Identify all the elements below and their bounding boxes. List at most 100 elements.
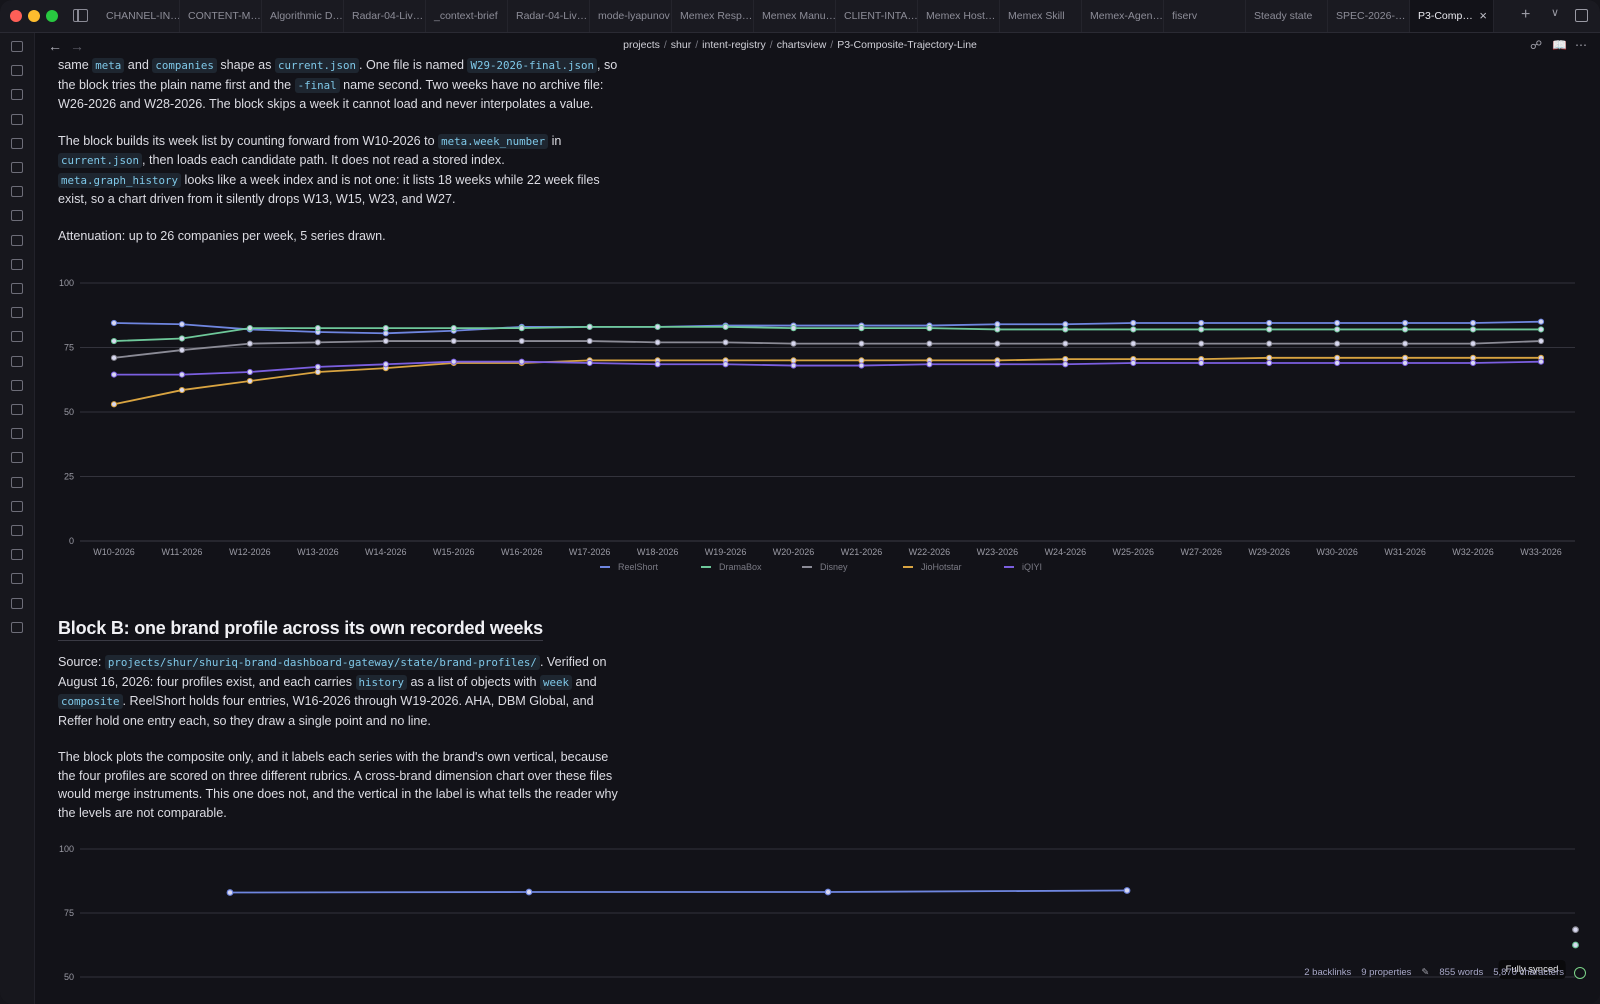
legend-label: DramaBox [719, 562, 762, 572]
tab-12[interactable]: Memex-Agen… [1082, 0, 1164, 32]
tools-icon[interactable] [11, 234, 23, 246]
breadcrumb-item[interactable]: shur [670, 39, 692, 51]
graph-icon[interactable] [11, 307, 23, 319]
list-icon[interactable] [11, 210, 23, 222]
close-window-button[interactable] [10, 10, 22, 22]
data-point [1062, 361, 1069, 368]
files-icon[interactable] [11, 65, 23, 77]
data-point [1266, 326, 1273, 333]
tab-15[interactable]: SPEC-2026-… [1328, 0, 1410, 32]
layout-icon[interactable] [11, 428, 23, 440]
inline-code: meta.graph_history [58, 172, 182, 188]
plugin-icon[interactable] [11, 331, 23, 343]
tab-4[interactable]: _context-brief [426, 0, 508, 32]
data-point [654, 339, 661, 346]
tab-13[interactable]: fiserv [1164, 0, 1246, 32]
tab-8[interactable]: Memex Manu… [754, 0, 836, 32]
image-icon[interactable] [11, 404, 23, 415]
x-tick-label: W23-2026 [977, 547, 1019, 557]
data-point [858, 362, 865, 369]
breadcrumb-item[interactable]: intent-registry [702, 39, 766, 51]
console-icon[interactable] [11, 258, 23, 270]
x-tick-label: W21-2026 [841, 547, 883, 557]
tab-6[interactable]: mode-lyapunov [590, 0, 672, 32]
data-point [110, 354, 118, 361]
reading-view-icon[interactable]: 📖 [1552, 38, 1567, 52]
timer-icon[interactable] [11, 573, 23, 585]
data-point [1062, 326, 1069, 333]
calendar2-icon[interactable] [11, 476, 23, 488]
data-point [450, 325, 457, 332]
y-tick-label: 100 [59, 844, 74, 854]
edit-pencil-icon[interactable]: ✎ [1421, 966, 1430, 978]
close-tab-icon[interactable]: × [1479, 8, 1487, 23]
new-tab-icon[interactable]: + [1521, 6, 1531, 23]
breadcrumb: projects / shur / intent-registry / chartsview… [623, 39, 977, 51]
x-tick-label: W22-2026 [909, 547, 951, 557]
history-icon[interactable] [11, 283, 23, 294]
bullets-icon[interactable] [11, 525, 23, 536]
mic-icon[interactable] [11, 355, 23, 367]
search-icon[interactable] [11, 41, 23, 52]
stats-icon[interactable] [11, 597, 23, 609]
tab-2[interactable]: Algorithmic D… [262, 0, 344, 32]
send-icon[interactable] [11, 379, 23, 391]
breadcrumb-current: P3-Composite-Trajectory-Line [837, 39, 977, 51]
tab-strip: CHANNEL-IN… CONTENT-M… Algorithmic D… Radar… [98, 0, 1494, 32]
backlinks-count[interactable]: 2 backlinks [1304, 966, 1352, 978]
breadcrumb-item[interactable]: projects [623, 39, 660, 51]
calendar-icon[interactable] [11, 137, 23, 149]
x-tick-label: W31-2026 [1384, 547, 1426, 557]
sync-status-icon[interactable] [1574, 967, 1586, 979]
layers-icon[interactable] [11, 452, 23, 464]
tab-label: SPEC-2026-… [1336, 10, 1406, 22]
y-tick-label: 50 [64, 972, 74, 982]
tab-1[interactable]: CONTENT-M… [180, 0, 262, 32]
breadcrumb-item[interactable]: chartsview [776, 39, 827, 51]
data-point [178, 321, 186, 328]
more-options-icon[interactable]: ⋯ [1575, 38, 1587, 52]
terminal-icon[interactable] [11, 186, 23, 198]
data-point [586, 337, 593, 345]
graph-view-icon[interactable]: ☍ [1530, 38, 1543, 52]
x-tick-label: W27-2026 [1180, 547, 1222, 557]
minimize-window-button[interactable] [28, 10, 40, 22]
copy-icon[interactable] [11, 162, 23, 173]
y-tick-label: 100 [59, 278, 74, 288]
forward-arrow-icon[interactable]: → [70, 38, 84, 54]
tasks-icon[interactable] [11, 621, 23, 633]
tab-0[interactable]: CHANNEL-IN… [98, 0, 180, 32]
document-body-b: Source: projects/shur/shuriq-brand-dashb… [58, 653, 618, 840]
data-point [1334, 359, 1341, 367]
tab-10[interactable]: Memex Host… [918, 0, 1000, 32]
tab-5[interactable]: Radar-04-Liv… [508, 0, 590, 32]
section-heading: Block B: one brand profile across its ow… [58, 618, 543, 641]
x-tick-label: W11-2026 [162, 547, 203, 557]
back-arrow-icon[interactable]: ← [48, 38, 62, 54]
x-tick-label: W32-2026 [1452, 547, 1494, 557]
data-point [178, 371, 186, 378]
data-point [1062, 340, 1069, 347]
tab-3[interactable]: Radar-04-Liv… [344, 0, 426, 32]
data-point [1537, 318, 1545, 325]
properties-count[interactable]: 9 properties [1361, 966, 1412, 978]
sidebar-toggle-icon[interactable] [73, 9, 88, 22]
git-icon[interactable] [11, 89, 23, 101]
data-point [1537, 358, 1545, 365]
inline-code: projects/shur/shuriq-brand-dashboard-gat… [104, 655, 540, 670]
tab-14[interactable]: Steady state [1246, 0, 1328, 32]
x-tick-label: W29-2026 [1248, 547, 1290, 557]
blocks-icon[interactable] [11, 113, 23, 125]
tab-7[interactable]: Memex Resp… [672, 0, 754, 32]
window-layout-icon[interactable] [1575, 9, 1588, 22]
checklist-icon[interactable] [11, 500, 23, 512]
zoom-window-button[interactable] [46, 10, 58, 22]
x-tick-label: W18-2026 [637, 547, 679, 557]
tab-9[interactable]: CLIENT-INTA… [836, 0, 918, 32]
tab-list-chevron-icon[interactable]: ∨ [1551, 7, 1560, 19]
data-point [518, 337, 525, 345]
tab-11[interactable]: Memex Skill [1000, 0, 1082, 32]
tab-16[interactable]: P3-Comp… × [1410, 0, 1494, 32]
columns-icon[interactable] [11, 549, 23, 561]
data-point [790, 357, 797, 364]
